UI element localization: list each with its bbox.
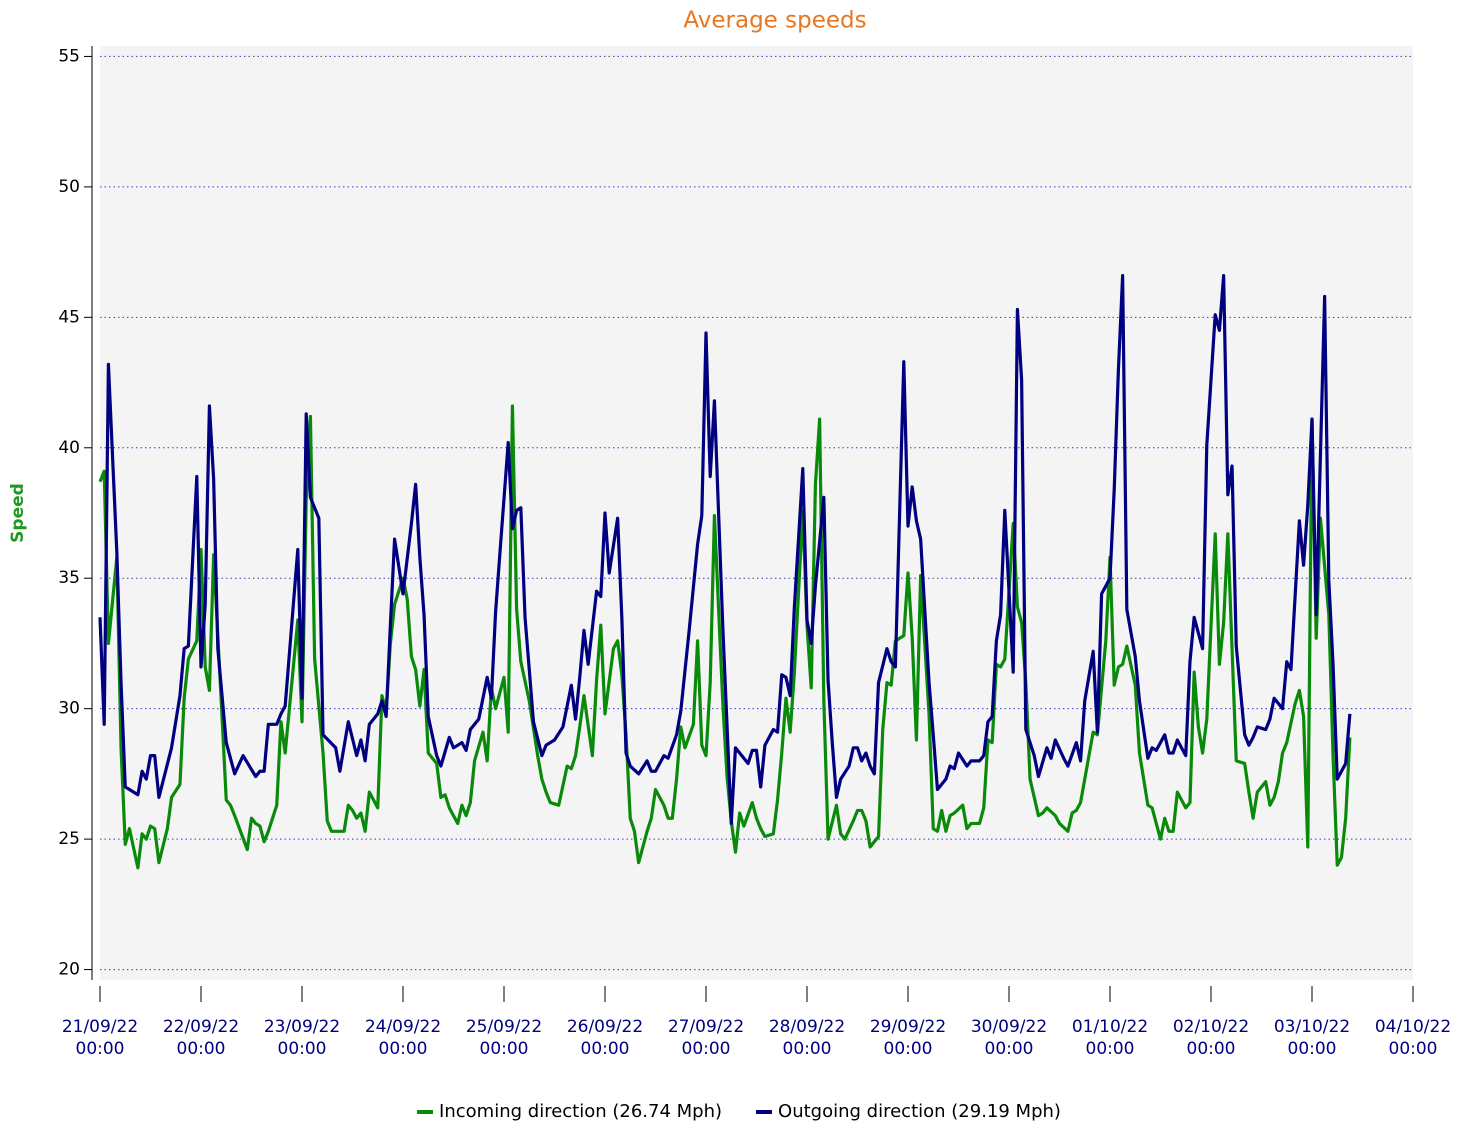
y-tick-label: 40 (58, 438, 80, 458)
x-tick-label: 25/09/22 00:00 (466, 1017, 542, 1059)
x-tick-label: 26/09/22 00:00 (567, 1017, 643, 1059)
legend: Incoming direction (26.74 Mph) Outgoing d… (417, 1101, 1061, 1122)
x-tick-label: 23/09/22 00:00 (264, 1017, 340, 1059)
y-tick-label: 30 (58, 699, 80, 719)
x-tick-label: 24/09/22 00:00 (365, 1017, 441, 1059)
y-axis-label: Speed (8, 483, 28, 543)
x-tick-label: 04/10/22 00:00 (1375, 1017, 1451, 1059)
x-tick-label: 03/10/22 00:00 (1274, 1017, 1350, 1059)
series-line (98, 404, 1352, 870)
legend-label: Outgoing direction (29.19 Mph) (778, 1101, 1061, 1122)
y-tick-label: 20 (58, 960, 80, 980)
y-tick-label: 35 (58, 568, 80, 588)
plot-area (100, 46, 1413, 980)
x-tick-label: 02/10/22 00:00 (1173, 1017, 1249, 1059)
y-tick-label: 25 (58, 829, 80, 849)
x-tick-label: 22/09/22 00:00 (163, 1017, 239, 1059)
series-line (98, 273, 1352, 826)
x-tick-label: 29/09/22 00:00 (870, 1017, 946, 1059)
x-tick-label: 30/09/22 00:00 (971, 1017, 1047, 1059)
x-tick-label: 28/09/22 00:00 (769, 1017, 845, 1059)
y-tick-label: 55 (58, 46, 80, 66)
x-tick-label: 01/10/22 00:00 (1072, 1017, 1148, 1059)
legend-label: Incoming direction (26.74 Mph) (439, 1101, 722, 1122)
y-tick-label: 45 (58, 307, 80, 327)
chart-title: Average speeds (683, 8, 866, 34)
y-tick-label: 50 (58, 177, 80, 197)
x-tick-label: 27/09/22 00:00 (668, 1017, 744, 1059)
x-tick-label: 21/09/22 00:00 (62, 1017, 138, 1059)
